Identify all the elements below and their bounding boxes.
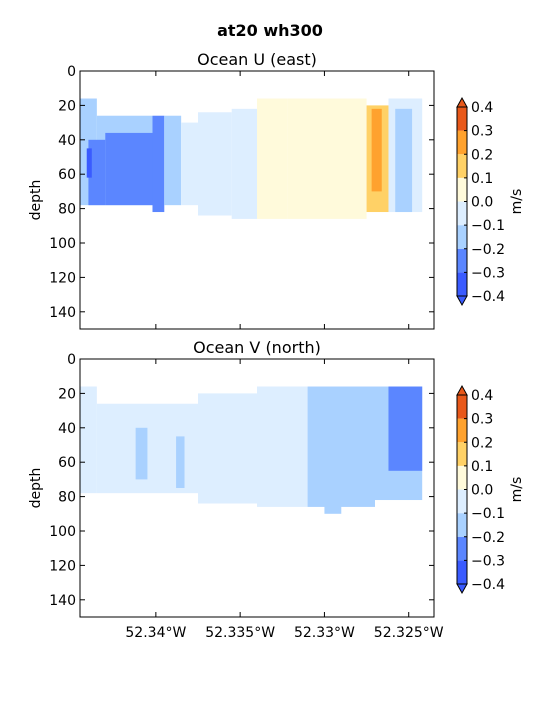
colorbar-tick-label: −0.4 <box>471 577 505 593</box>
colorbar-tick-label: 0.4 <box>471 388 493 404</box>
heatmap-cell <box>152 115 165 213</box>
colorbar-extend-max <box>456 384 468 396</box>
colorbar-band <box>457 560 467 584</box>
heatmap-cell <box>164 115 182 206</box>
colorbar-band <box>457 107 467 131</box>
colorbar-band <box>457 248 467 273</box>
colorbar-band <box>457 465 467 490</box>
colorbar-tick-label: −0.1 <box>471 218 505 234</box>
y-tick-label: 80 <box>58 490 76 506</box>
heatmap-cell <box>198 112 232 216</box>
colorbar-band <box>457 130 467 155</box>
colorbar-tick-label: −0.3 <box>471 553 505 569</box>
x-tick-label: 52.33°W <box>294 625 355 641</box>
colorbar-extend-min <box>456 583 468 595</box>
colorbar-band <box>457 201 467 226</box>
heatmap-cell <box>88 139 106 206</box>
colorbar-band <box>457 513 467 537</box>
heatmap-cell <box>257 386 308 507</box>
x-tick-label: 52.335°W <box>205 625 275 641</box>
x-tick-label: 52.325°W <box>374 625 444 641</box>
y-tick-label: 20 <box>58 386 76 402</box>
heatmap-cell <box>371 108 382 192</box>
heatmap-cell <box>135 427 148 480</box>
colorbar-band <box>457 442 467 466</box>
colorbar-tick-label: −0.3 <box>471 265 505 281</box>
heatmap-cell <box>324 393 342 514</box>
colorbar-tick-label: −0.1 <box>471 506 505 522</box>
colorbar-label: m/s <box>509 189 525 215</box>
colorbar-tick-label: −0.2 <box>471 242 505 258</box>
colorbar-band <box>457 418 467 443</box>
colorbar-band <box>457 225 467 249</box>
colorbar-band <box>457 489 467 514</box>
y-tick-label: 120 <box>49 270 76 286</box>
heatmap-cell <box>105 132 156 206</box>
y-tick-label: 0 <box>67 352 76 368</box>
colorbar-tick-label: 0.1 <box>471 459 493 475</box>
y-tick-label: 80 <box>58 202 76 218</box>
colorbar-band <box>457 395 467 419</box>
heatmap-cell <box>287 98 367 219</box>
colorbar-extend-min <box>456 295 468 307</box>
y-tick-label: 60 <box>58 455 76 471</box>
y-tick-label: 60 <box>58 167 76 183</box>
plot-frame <box>79 70 435 330</box>
colorbar-band <box>457 154 467 178</box>
x-tick-label: 52.34°W <box>125 625 186 641</box>
colorbar-band <box>457 177 467 202</box>
plot-frame <box>79 358 435 618</box>
colorbar-extend-max <box>456 96 468 108</box>
colorbar-tick-label: 0.3 <box>471 124 493 140</box>
colorbar-tick-label: 0.1 <box>471 171 493 187</box>
heatmap-cell <box>231 108 257 219</box>
colorbar-tick-label: 0.4 <box>471 100 493 116</box>
colorbar-band <box>457 272 467 296</box>
heatmap-cell <box>395 108 413 213</box>
heatmap-cell <box>257 98 288 219</box>
colorbar-tick-label: −0.4 <box>471 289 505 305</box>
y-tick-label: 40 <box>58 133 76 149</box>
y-tick-label: 120 <box>49 558 76 574</box>
heatmap-cell <box>181 122 198 206</box>
panel-title: Ocean U (east) <box>197 50 317 69</box>
y-axis-label: depth <box>28 468 44 509</box>
heatmap-cell <box>80 386 97 494</box>
colorbar-tick-label: 0.2 <box>471 147 493 163</box>
y-tick-label: 140 <box>49 593 76 609</box>
colorbar-tick-label: 0.0 <box>471 195 493 211</box>
heatmap-cell <box>198 393 257 504</box>
colorbar-label: m/s <box>509 477 525 503</box>
colorbar-tick-label: 0.2 <box>471 435 493 451</box>
colorbar-tick-label: 0.0 <box>471 483 493 499</box>
panel-title: Ocean V (north) <box>193 338 321 357</box>
heatmap-cell <box>176 436 185 488</box>
y-tick-label: 100 <box>49 236 76 252</box>
figure-suptitle: at20 wh300 <box>217 21 323 40</box>
colorbar-band <box>457 536 467 561</box>
colorbar-tick-label: −0.2 <box>471 530 505 546</box>
heatmap-cell <box>388 386 423 471</box>
heatmap-cell <box>86 148 92 178</box>
y-tick-label: 140 <box>49 305 76 321</box>
y-tick-label: 0 <box>67 64 76 80</box>
y-tick-label: 20 <box>58 98 76 114</box>
y-tick-label: 40 <box>58 421 76 437</box>
colorbar-tick-label: 0.3 <box>471 412 493 428</box>
y-tick-label: 100 <box>49 524 76 540</box>
y-axis-label: depth <box>28 180 44 221</box>
